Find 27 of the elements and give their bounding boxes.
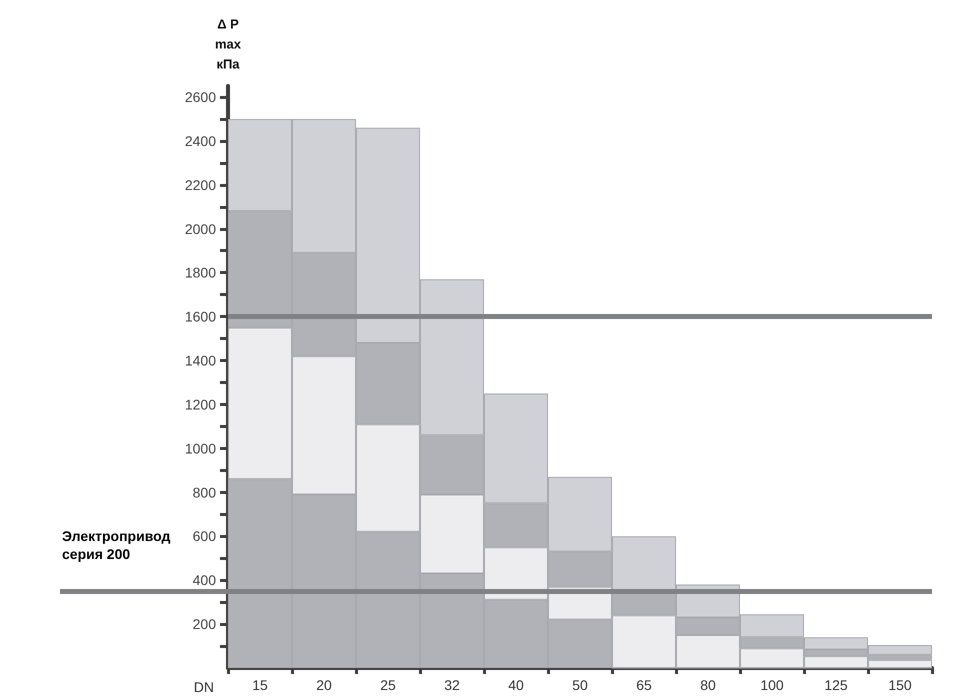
y-tick-label: 1400	[184, 352, 216, 369]
x-tick-label: 40	[508, 677, 524, 693]
x-tick-label: 150	[888, 677, 912, 693]
x-tick-label: 100	[760, 677, 784, 693]
y-tick-label: 1200	[184, 396, 216, 412]
x-tick-label: 25	[380, 677, 396, 693]
y-tick-label: 800	[192, 484, 216, 500]
y-tick-label: 600	[192, 528, 216, 544]
y-tick-label: 2000	[184, 220, 216, 237]
x-tick-label: 15	[252, 677, 268, 693]
y-tick-label: 2400	[184, 132, 216, 149]
x-tick-label: 80	[700, 677, 716, 693]
y-tick-label: 200	[192, 616, 216, 632]
y-axis-title: Δ P max кПа	[214, 16, 242, 72]
y-tick-label: 400	[192, 572, 216, 588]
x-axis-title: DN	[194, 679, 214, 695]
y-tick-label: 2600	[184, 88, 216, 105]
y-tick-label: 1000	[184, 440, 216, 456]
x-tick-label: 65	[636, 677, 652, 693]
x-tick-label: 32	[444, 677, 460, 693]
y-tick-label: 1800	[184, 264, 216, 281]
y-tick-label: 1600	[184, 308, 216, 325]
x-tick-label: 125	[824, 677, 848, 693]
x-tick-label: 20	[316, 677, 332, 693]
y-tick-label: 2200	[184, 176, 216, 193]
x-tick-label: 50	[572, 677, 588, 693]
ref-line-label: Электропривод серия 200	[62, 528, 170, 562]
